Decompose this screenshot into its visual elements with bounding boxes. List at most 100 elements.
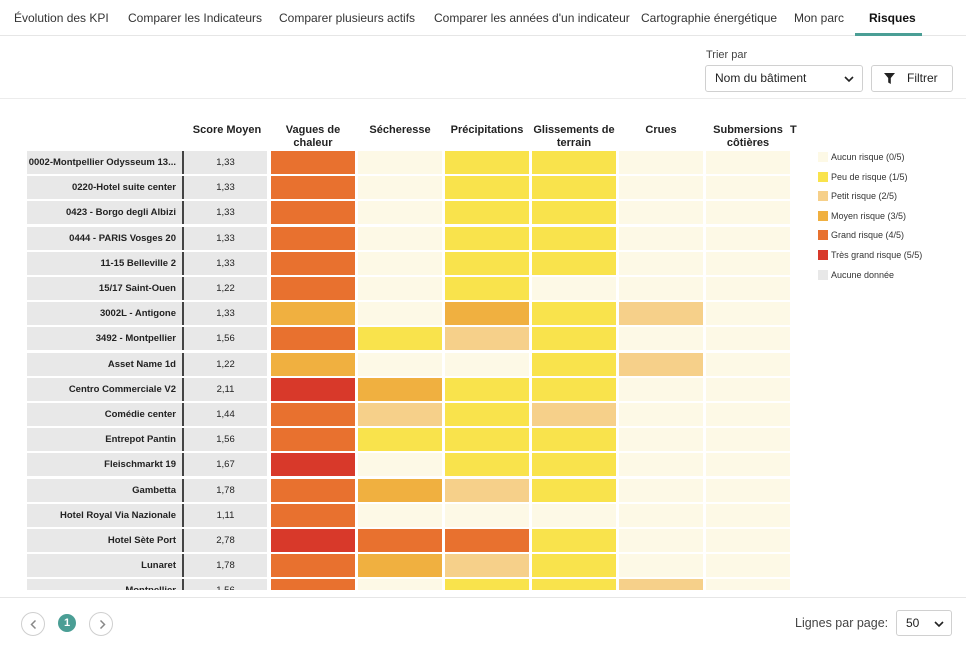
score-cell: 1,56: [182, 428, 267, 452]
risk-cell-precipitations: [445, 277, 529, 300]
chevron-right-icon: [99, 619, 106, 630]
risk-cell-submersions-cotieres: [706, 226, 790, 250]
filter-button[interactable]: Filtrer: [871, 65, 953, 92]
table-row[interactable]: 0423 - Borgo degli Albizi 1,33: [27, 201, 797, 225]
risk-cell-precipitations: [445, 176, 529, 200]
table-row[interactable]: Hotel Sète Port 2,78: [27, 529, 797, 552]
legend-label: Très grand risque (5/5): [831, 250, 923, 260]
risk-cell-vagues-de-chaleur: [271, 554, 355, 578]
risk-cell-precipitations: [445, 151, 529, 174]
table-row[interactable]: 0002-Montpellier Odysseum 13... 1,33: [27, 151, 797, 174]
risk-cell-crues: [619, 377, 703, 401]
risk-cell-precipitations: [445, 226, 529, 250]
score-cell: 1,56: [182, 327, 267, 351]
legend-label: Petit risque (2/5): [831, 191, 898, 202]
tab-cartographie-energetique[interactable]: Cartographie énergétique: [641, 11, 778, 25]
tab-comparer-annees[interactable]: Comparer les années d'un indicateur: [434, 11, 630, 25]
score-cell: 1,33: [182, 176, 267, 200]
score-cell: 1,67: [182, 453, 267, 477]
risk-cell-precipitations: [445, 478, 529, 502]
table-row[interactable]: 0220-Hotel suite center 1,33: [27, 176, 797, 200]
tab-mon-parc[interactable]: Mon parc: [794, 11, 845, 25]
risk-cell-submersions-cotieres: [706, 302, 790, 326]
legend-swatch: [818, 269, 828, 280]
tab-comparer-indicateurs[interactable]: Comparer les Indicateurs: [128, 11, 263, 25]
risk-cell-glissements-de-terrain: [532, 302, 616, 326]
table-row[interactable]: 15/17 Saint-Ouen 1,22: [27, 277, 797, 300]
risk-cell-precipitations: [445, 327, 529, 351]
score-cell: 1,78: [182, 554, 267, 578]
risk-cell-glissements-de-terrain: [532, 327, 616, 351]
building-name-cell: 0423 - Borgo degli Albizi: [27, 201, 182, 225]
next-page-button[interactable]: [89, 612, 113, 636]
legend-label: Aucune donnée: [831, 269, 895, 280]
table-row[interactable]: Comédie center 1,44: [27, 403, 797, 426]
risk-cell-crues: [619, 277, 703, 300]
risk-cell-crues: [619, 554, 703, 578]
risk-cell-crues: [619, 226, 703, 250]
risk-cell-submersions-cotieres: [706, 503, 790, 527]
header-crues: Crues: [645, 124, 677, 136]
table-row[interactable]: 3492 - Montpellier 1,56: [27, 327, 797, 351]
chevron-left-icon: [30, 619, 37, 630]
risk-cell-precipitations: [445, 453, 529, 477]
table-row[interactable]: Centro Commerciale V2 2,11: [27, 377, 797, 401]
table-row[interactable]: 0444 - PARIS Vosges 20 1,33: [27, 226, 797, 250]
table-row[interactable]: Fleischmarkt 19 1,67: [27, 453, 797, 477]
tab-bar: Évolution des KPI Comparer les Indicateu…: [0, 0, 966, 36]
risk-cell-glissements-de-terrain: [532, 554, 616, 578]
building-name-cell: 11-15 Belleville 2: [27, 251, 182, 275]
sort-select-value: Nom du bâtiment: [715, 71, 807, 85]
page-1-button[interactable]: 1: [58, 614, 76, 632]
risk-cell-precipitations: [445, 403, 529, 426]
risk-cell-crues: [619, 151, 703, 174]
legend-swatch: [818, 171, 828, 182]
risk-cell-submersions-cotieres: [706, 251, 790, 275]
table-row[interactable]: Hotel Royal Via Nazionale 1,11: [27, 503, 797, 527]
risk-cell-submersions-cotieres: [706, 176, 790, 200]
risk-cell-submersions-cotieres: [706, 428, 790, 452]
risk-cell-submersions-cotieres: [706, 403, 790, 426]
table-row[interactable]: 11-15 Belleville 2 1,33: [27, 251, 797, 275]
risk-cell-submersions-cotieres: [706, 327, 790, 351]
building-name-cell: Fleischmarkt 19: [27, 453, 182, 477]
risk-cell-precipitations: [445, 579, 529, 590]
tab-comparer-actifs[interactable]: Comparer plusieurs actifs: [279, 11, 416, 25]
legend-swatch: [818, 230, 828, 241]
risk-cell-vagues-de-chaleur: [271, 327, 355, 351]
risk-cell-secheresse: [358, 579, 442, 590]
score-cell: 1,56: [182, 579, 267, 590]
risk-cell-secheresse: [358, 176, 442, 200]
risk-cell-glissements-de-terrain: [532, 428, 616, 452]
header-score-moyen: Score Moyen: [192, 124, 262, 136]
risk-cell-glissements-de-terrain: [532, 529, 616, 552]
risk-cell-vagues-de-chaleur: [271, 176, 355, 200]
risk-cell-vagues-de-chaleur: [271, 277, 355, 300]
risk-cell-crues: [619, 251, 703, 275]
building-name-cell: 3492 - Montpellier: [27, 327, 182, 351]
risk-cell-submersions-cotieres: [706, 478, 790, 502]
risk-cell-secheresse: [358, 201, 442, 225]
risk-cell-crues: [619, 403, 703, 426]
table-row[interactable]: Gambetta 1,78: [27, 478, 797, 502]
table-row[interactable]: Asset Name 1d 1,22: [27, 352, 797, 376]
table-row[interactable]: Entrepot Pantin 1,56: [27, 428, 797, 452]
sort-select[interactable]: Nom du bâtiment: [705, 65, 863, 92]
building-name-cell: Asset Name 1d: [27, 352, 182, 376]
risk-cell-submersions-cotieres: [706, 529, 790, 552]
tab-evolution-kpi[interactable]: Évolution des KPI: [14, 11, 109, 25]
funnel-icon: [884, 73, 895, 84]
rows-per-page-select[interactable]: 50: [896, 610, 952, 636]
risk-cell-submersions-cotieres: [706, 377, 790, 401]
building-name-cell: Centro Commerciale V2: [27, 377, 182, 401]
building-name-cell: 3002L - Antigone: [27, 302, 182, 326]
table-row[interactable]: 3002L - Antigone 1,33: [27, 302, 797, 326]
previous-page-button[interactable]: [21, 612, 45, 636]
legend-swatch: [818, 210, 828, 221]
risk-cell-submersions-cotieres: [706, 277, 790, 300]
header-glissements-de-terrain: Glissements de terrain: [533, 124, 615, 149]
legend-label: Moyen risque (3/5): [831, 210, 907, 221]
table-row[interactable]: Lunaret 1,78: [27, 554, 797, 578]
tab-risques[interactable]: Risques: [869, 11, 916, 25]
